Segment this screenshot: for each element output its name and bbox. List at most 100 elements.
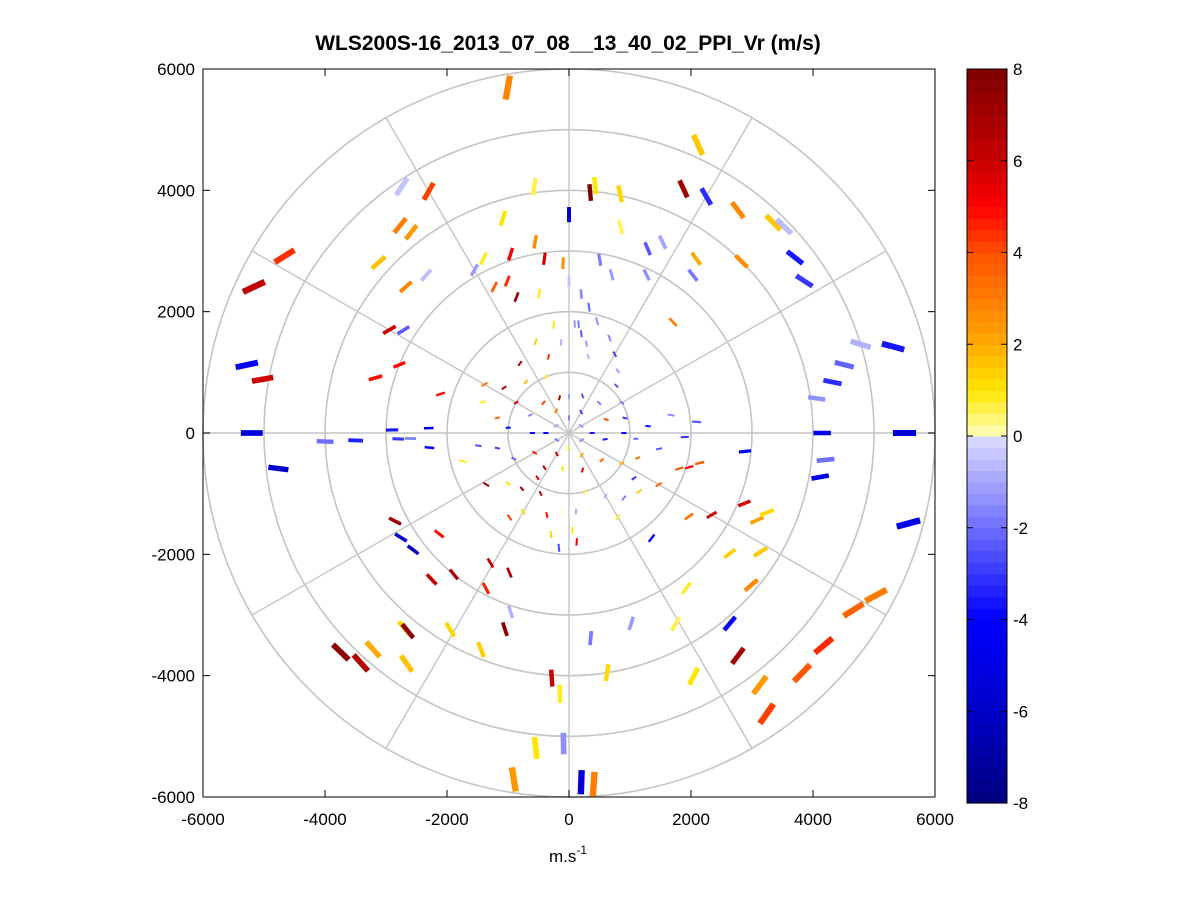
data-mark-112 <box>469 263 480 277</box>
data-mark-49 <box>681 581 692 595</box>
data-mark-15 <box>734 253 750 269</box>
data-mark-113 <box>490 281 499 293</box>
colorbar-segment-21 <box>967 562 1007 575</box>
data-mark-45 <box>759 508 775 518</box>
data-mark-192 <box>561 466 565 472</box>
data-mark-70 <box>506 605 515 619</box>
colorbar-segment-52 <box>967 206 1007 219</box>
colorbar-segment-32 <box>967 436 1007 449</box>
colorbar-segment-27 <box>967 493 1007 506</box>
data-mark-133 <box>612 350 618 358</box>
colorbar-segment-62 <box>967 91 1007 105</box>
data-mark-93 <box>386 428 399 432</box>
colorbar-segment-3 <box>967 768 1007 781</box>
colorbar-segment-53 <box>967 195 1007 208</box>
data-mark-36 <box>812 635 835 656</box>
data-mark-76 <box>330 642 351 662</box>
data-mark-7 <box>587 183 594 201</box>
data-mark-184 <box>573 320 576 328</box>
x-tick-label-5: 2000 <box>672 810 710 829</box>
data-mark-26 <box>834 359 855 370</box>
colorbar-segment-50 <box>967 229 1007 242</box>
axes: -6000 -4000 -2000 0 2000 4000 6000 6000 4000 2000… <box>152 60 954 829</box>
colorbar-segment-60 <box>967 114 1007 127</box>
data-mark-88 <box>268 464 289 473</box>
data-mark-209 <box>554 437 560 443</box>
data-mark-132 <box>607 334 612 342</box>
colorbar-segment-49 <box>967 241 1007 254</box>
data-mark-25 <box>849 338 872 351</box>
data-mark-128 <box>577 320 580 329</box>
data-mark-203 <box>543 432 549 434</box>
colorbar-segment-20 <box>967 573 1007 586</box>
data-mark-74 <box>364 640 382 659</box>
data-mark-185 <box>568 394 570 400</box>
data-mark-83 <box>394 532 408 543</box>
data-mark-61 <box>557 684 563 703</box>
colorbar-segment-39 <box>967 355 1007 368</box>
colorbar-segment-30 <box>967 458 1007 472</box>
data-mark-40 <box>730 646 746 666</box>
data-mark-121 <box>503 275 511 287</box>
data-mark-160 <box>538 490 543 497</box>
colorbar-segment-36 <box>967 390 1007 403</box>
data-mark-98 <box>235 359 259 371</box>
data-mark-89 <box>316 438 334 444</box>
data-mark-186 <box>580 393 585 399</box>
colorbar-segment-37 <box>967 378 1007 391</box>
colorbar-segment-64 <box>967 69 1007 82</box>
data-mark-39 <box>751 674 769 696</box>
colorbar-tick-label-8: -6 <box>1013 702 1028 721</box>
data-mark-41 <box>722 615 738 632</box>
data-mark-92 <box>404 436 417 441</box>
data-mark-150 <box>621 495 627 501</box>
data-mark-6 <box>616 185 625 203</box>
x-tick-label-6: 4000 <box>794 810 832 829</box>
data-mark-75 <box>351 653 371 673</box>
data-mark-166 <box>482 481 490 488</box>
data-mark-91 <box>392 437 405 441</box>
data-mark-179 <box>544 374 549 380</box>
data-mark-131 <box>586 353 590 360</box>
data-mark-50 <box>647 533 656 543</box>
data-mark-16 <box>690 251 703 266</box>
x-tick-label-3: -2000 <box>425 810 468 829</box>
data-mark-104 <box>396 325 411 336</box>
colorbar-segment-24 <box>967 527 1007 540</box>
data-mark-73 <box>400 622 416 640</box>
data-mark-178 <box>517 360 523 367</box>
colorbar-tick-label-7: -4 <box>1013 611 1028 630</box>
data-mark-54 <box>675 466 684 471</box>
colorbar-segment-16 <box>967 619 1007 632</box>
data-mark-33 <box>895 517 921 530</box>
data-mark-174 <box>513 400 519 405</box>
colorbar-segment-9 <box>967 699 1007 712</box>
polar-spoke-2 <box>568 117 753 434</box>
data-mark-165 <box>505 481 511 487</box>
polar-spoke-12 <box>385 117 570 434</box>
x-tick-label-1: -6000 <box>181 810 224 829</box>
data-mark-114 <box>513 291 520 303</box>
data-mark-96 <box>435 391 446 397</box>
data-mark-208 <box>567 445 570 451</box>
data-mark-125 <box>579 289 583 299</box>
data-mark-108 <box>421 181 436 201</box>
colorbar-segment-38 <box>967 367 1007 380</box>
chart-title: WLS200S-16_2013_07_08__13_40_02_PPI_Vr (… <box>315 32 821 55</box>
data-mark-152 <box>603 493 608 499</box>
data-mark-115 <box>506 247 515 261</box>
data-mark-22 <box>608 268 615 281</box>
x-tick-label-4: 0 <box>564 810 573 829</box>
data-mark-95 <box>424 445 435 450</box>
data-mark-135 <box>613 383 619 389</box>
colorbar-segment-54 <box>967 183 1007 196</box>
polar-spoke-9 <box>251 432 570 616</box>
data-mark-18 <box>657 234 668 250</box>
data-mark-82 <box>506 567 513 578</box>
data-mark-162 <box>519 486 525 492</box>
colorbar-segment-58 <box>967 137 1007 150</box>
data-mark-65 <box>670 616 681 632</box>
colorbar-segment-10 <box>967 688 1007 701</box>
